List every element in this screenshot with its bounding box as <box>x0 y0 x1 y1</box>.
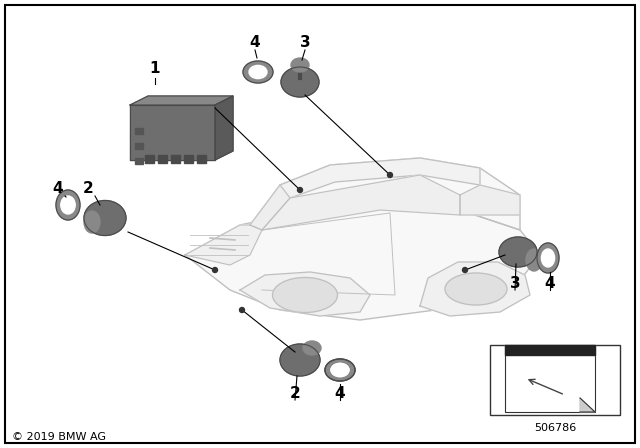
Text: © 2019 BMW AG: © 2019 BMW AG <box>12 432 106 442</box>
Circle shape <box>239 307 244 313</box>
Bar <box>135 128 143 134</box>
Bar <box>145 155 154 163</box>
Polygon shape <box>262 175 460 230</box>
Polygon shape <box>185 205 540 320</box>
Bar <box>197 155 206 163</box>
Ellipse shape <box>445 273 507 305</box>
Text: 1: 1 <box>150 60 160 76</box>
Text: 2: 2 <box>290 385 300 401</box>
Ellipse shape <box>526 249 542 271</box>
Ellipse shape <box>249 65 267 78</box>
Polygon shape <box>280 158 480 198</box>
Polygon shape <box>505 345 595 412</box>
Ellipse shape <box>325 359 355 381</box>
Polygon shape <box>250 185 290 230</box>
Polygon shape <box>240 272 370 316</box>
Ellipse shape <box>537 243 559 273</box>
Polygon shape <box>505 345 595 355</box>
Ellipse shape <box>541 249 555 267</box>
Polygon shape <box>130 96 233 105</box>
Polygon shape <box>130 105 215 160</box>
Bar <box>184 155 193 163</box>
Bar <box>135 158 143 164</box>
Text: 506786: 506786 <box>534 423 576 433</box>
Polygon shape <box>185 225 262 265</box>
Bar <box>158 155 167 163</box>
Circle shape <box>463 267 467 272</box>
Ellipse shape <box>303 341 321 355</box>
Ellipse shape <box>84 211 100 233</box>
Text: 4: 4 <box>335 385 346 401</box>
Polygon shape <box>460 185 520 215</box>
Ellipse shape <box>280 344 320 376</box>
Ellipse shape <box>331 363 349 377</box>
Circle shape <box>298 188 303 193</box>
Ellipse shape <box>331 363 349 377</box>
Ellipse shape <box>56 190 80 220</box>
Text: 4: 4 <box>52 181 63 195</box>
Ellipse shape <box>291 58 309 72</box>
Ellipse shape <box>84 201 126 236</box>
Bar <box>490 345 620 415</box>
Ellipse shape <box>281 67 319 97</box>
Bar <box>135 143 143 149</box>
Text: 3: 3 <box>300 34 310 49</box>
Polygon shape <box>420 262 530 316</box>
Ellipse shape <box>61 196 76 214</box>
Bar <box>171 155 180 163</box>
Text: 4: 4 <box>250 34 260 49</box>
Polygon shape <box>580 398 595 412</box>
Ellipse shape <box>325 359 355 381</box>
Polygon shape <box>215 96 233 160</box>
Ellipse shape <box>499 237 537 267</box>
Ellipse shape <box>273 277 337 313</box>
Text: 3: 3 <box>509 276 520 290</box>
Circle shape <box>387 172 392 177</box>
Ellipse shape <box>243 61 273 83</box>
Text: 4: 4 <box>545 276 556 290</box>
Text: 2: 2 <box>83 181 93 195</box>
Polygon shape <box>250 158 520 230</box>
Circle shape <box>212 267 218 272</box>
